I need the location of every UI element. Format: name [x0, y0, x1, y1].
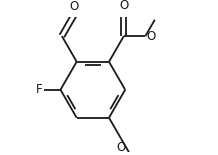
Text: F: F	[36, 83, 43, 96]
Text: O: O	[147, 30, 156, 43]
Text: O: O	[69, 0, 79, 13]
Text: O: O	[120, 0, 129, 13]
Text: O: O	[116, 141, 126, 154]
